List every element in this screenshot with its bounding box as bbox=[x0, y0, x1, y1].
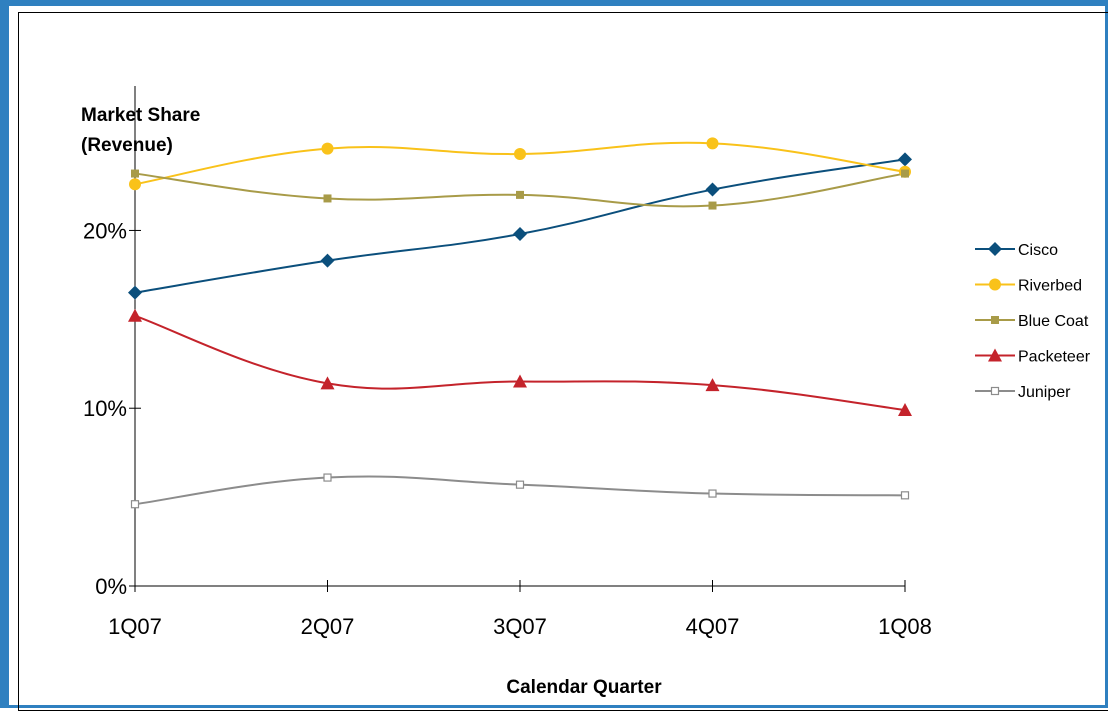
data-point-juniper bbox=[323, 473, 332, 482]
axes: 0% 10% 20% 1Q07 2Q07 3Q07 4Q07 1Q08 bbox=[83, 86, 932, 639]
data-point-cisco bbox=[705, 182, 720, 197]
data-point-riverbed bbox=[129, 178, 141, 191]
legend-label-riverbed: Riverbed bbox=[1018, 278, 1082, 295]
y-tick-label: 20% bbox=[83, 218, 127, 243]
x-tick-label: 4Q07 bbox=[686, 614, 740, 639]
x-tick-label: 3Q07 bbox=[493, 614, 547, 639]
series-line-cisco bbox=[134, 158, 906, 294]
data-point-cisco bbox=[320, 253, 335, 268]
y-tick-label: 10% bbox=[83, 396, 127, 421]
legend-marker-riverbed bbox=[989, 278, 1001, 291]
legend-label-packeteer: Packeteer bbox=[1018, 349, 1091, 366]
data-point-juniper bbox=[900, 491, 910, 500]
x-tick-label: 1Q07 bbox=[108, 614, 162, 639]
series-line-blue-coat bbox=[134, 172, 906, 208]
data-point-packeteer bbox=[898, 403, 912, 416]
legend-marker-cisco bbox=[988, 242, 1002, 256]
data-point-juniper bbox=[708, 489, 717, 498]
data-point-cisco bbox=[128, 285, 142, 300]
x-tick-label: 2Q07 bbox=[301, 614, 355, 639]
y-axis-title-line2: (Revenue) bbox=[81, 135, 173, 156]
x-axis-title: Calendar Quarter bbox=[506, 677, 662, 698]
series-line-packeteer bbox=[134, 314, 906, 411]
data-point-packeteer bbox=[128, 308, 142, 322]
legend-marker-juniper bbox=[990, 386, 1000, 396]
data-point-blue-coat bbox=[131, 169, 139, 178]
data-point-riverbed bbox=[321, 142, 334, 155]
data-point-cisco bbox=[513, 227, 527, 241]
data-point-blue-coat bbox=[708, 201, 717, 210]
data-point-blue-coat bbox=[323, 194, 332, 203]
series-markers bbox=[128, 137, 912, 509]
legend-label-blue-coat: Blue Coat bbox=[1018, 313, 1089, 330]
data-point-juniper bbox=[515, 480, 525, 489]
data-point-packeteer bbox=[320, 376, 335, 390]
legend: Cisco Riverbed Blue Coat Packeteer Juniper bbox=[975, 242, 1091, 401]
y-axis-title-line1: Market Share bbox=[81, 105, 200, 126]
data-point-blue-coat bbox=[516, 190, 524, 199]
legend-label-cisco: Cisco bbox=[1018, 242, 1058, 259]
legend-label-juniper: Juniper bbox=[1018, 384, 1071, 401]
data-point-packeteer bbox=[513, 374, 527, 388]
legend-marker-blue-coat bbox=[991, 316, 999, 324]
data-point-packeteer bbox=[705, 378, 720, 392]
legend-marker-packeteer bbox=[988, 348, 1002, 362]
x-tick-label: 1Q08 bbox=[878, 614, 932, 639]
y-tick-label: 0% bbox=[95, 574, 127, 599]
data-point-riverbed bbox=[706, 137, 719, 150]
data-point-blue-coat bbox=[901, 169, 909, 178]
data-point-juniper bbox=[130, 500, 140, 509]
data-point-cisco bbox=[898, 152, 912, 167]
data-point-riverbed bbox=[514, 148, 526, 160]
